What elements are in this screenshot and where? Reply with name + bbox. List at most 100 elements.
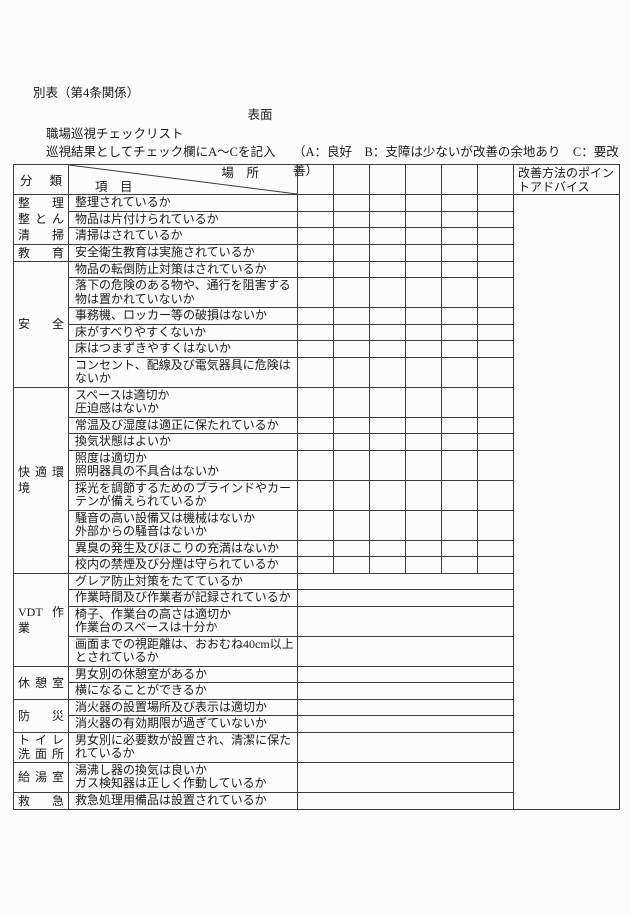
check-cell [405,509,442,541]
category-label: 教育 [18,245,64,260]
advice-header-line: 改善方法のポイン [518,165,615,180]
check-cell [333,539,370,557]
check-cell [477,539,514,557]
category-cell: 救急 [13,791,69,810]
check-cell-merged [297,665,514,683]
check-cell [441,210,478,228]
category-label: トイレ [18,733,64,747]
appendix-note: 別表（第4条関係） [33,86,140,100]
check-cell [477,479,514,511]
item-cell: コンセント、配線及び電気器具に危険は ないか [68,356,298,388]
check-cell [297,509,334,541]
check-cell [477,356,514,388]
table-row: 事務機、ロッカー等の破損はないか [14,307,620,325]
item-cell: 常温及び湿度は適正に保たれているか [68,416,298,434]
check-cell [369,307,406,325]
item-text: 圧迫感はないか [75,401,160,415]
item-cell: スペースは適切か 圧迫感はないか [68,386,298,418]
check-cell [441,449,478,481]
table-row: 救急 救急処理用備品は設置されているか [13,791,620,810]
location-label: 場 所 [221,166,259,180]
check-cell [333,449,370,481]
check-cell-merged [297,572,514,590]
check-cell [477,277,514,308]
check-cell [369,260,406,278]
check-cell [441,340,478,358]
check-cell [369,416,406,434]
check-column-header [405,164,442,195]
check-cell [405,323,442,341]
check-cell [369,210,406,228]
instruction-text: 巡視結果としてチェック欄にA～Cを記入 [46,145,276,159]
item-cell: 湯沸し器の換気は良いか ガス検知器は正しく作動しているか [68,761,298,793]
page-title: 職場巡視チェックリスト [46,127,184,141]
item-cell: 消火器の設置場所及び表示は適切か [68,698,298,716]
check-column-header [297,164,334,195]
table-row: 防災 消火器の設置場所及び表示は適切か [13,698,620,733]
item-text: 落下の危険のある物や、通行を阻害する [75,278,291,292]
check-cell [297,356,334,388]
table-row: VDT作業 グレア防止対策をたてているか [13,572,620,667]
check-cell-merged [297,761,514,793]
item-cell: 異臭の発生及びほこりの充満はないか [68,539,298,557]
check-cell [333,386,370,418]
check-column-header [441,164,478,195]
check-cell [333,260,370,278]
check-cell-merged [297,791,514,810]
category-label: 給湯室 [18,770,64,784]
check-cell [477,509,514,541]
check-cell [333,307,370,325]
check-cell [405,416,442,434]
item-cell: 物品の転倒防止対策はされているか [68,260,298,278]
category-cell: 防災 [13,698,69,733]
check-cell [477,210,514,228]
check-cell [369,323,406,341]
category-label: 安全 [18,317,64,331]
item-text: 騒音の高い設備又は機械はないか [75,510,256,525]
item-text: スペースは適切か [75,387,170,402]
table-row: 常温及び湿度は適正に保たれているか [14,416,620,434]
category-label: 洗面所 [18,747,64,761]
item-text: 作業台のスペースは十分か [75,620,218,634]
page-side-label: 表面 [247,108,273,122]
item-text: コンセント、配線及び電気器具に危険は [75,357,291,372]
item-text: 事務機、ロッカー等の破損はないか [75,308,268,322]
check-cell [405,479,442,511]
table-row: 快適環境 スペースは適切か 圧迫感はないか [13,386,620,574]
check-cell [369,277,406,308]
check-cell [477,556,514,574]
check-cell [477,386,514,418]
table-row: 消火器の有効期限が過ぎていないか [14,715,620,733]
check-cell-merged [297,731,514,763]
check-cell [441,509,478,541]
item-text: ガス検知器は正しく作動しているか [75,776,267,790]
check-cell [441,243,478,262]
check-cell [369,227,406,245]
check-cell [477,227,514,245]
category-cell: トイレ 洗面所 [13,731,69,763]
item-cell: 男女別の休憩室があるか [68,665,298,683]
check-cell [405,433,442,451]
item-text: 異臭の発生及びほこりの充満はないか [75,540,280,555]
check-cell [441,277,478,308]
category-label: 整理 [18,196,64,211]
check-cell [405,386,442,418]
item-cell: 男女別に必要数が設置され、清潔に保た れているか [68,731,298,763]
check-cell [477,433,514,451]
table-row: 異臭の発生及びほこりの充満はないか [14,539,620,557]
item-text: グレア防止対策をたてているか [75,573,244,588]
item-text: 消火器の有効期限が過ぎていないか [75,716,268,730]
check-cell [297,539,334,557]
check-cell [297,479,334,511]
check-cell [369,433,406,451]
check-cell [369,479,406,511]
check-cell [369,340,406,358]
item-text: 照明器具の不具合はないか [75,464,220,478]
check-cell [297,210,334,228]
category-cell: 整理 整とん 清掃 [13,194,69,245]
check-cell [441,356,478,388]
check-cell [333,433,370,451]
check-cell [333,227,370,245]
check-cell [369,356,406,388]
item-text: 男女別に必要数が設置され、清潔に保た [75,732,292,747]
